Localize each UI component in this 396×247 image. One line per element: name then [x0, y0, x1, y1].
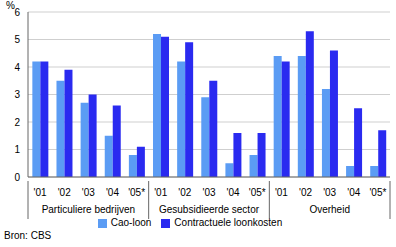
svg-text:'05*: '05*: [249, 187, 266, 198]
html-text:Bron: CBS: Bron: CBS: [4, 230, 52, 241]
svg-text:1: 1: [14, 144, 20, 155]
svg-text:2: 2: [14, 117, 20, 128]
html-text:Contractuele loonkosten: Contractuele loonkosten: [174, 217, 283, 228]
svg-text:3: 3: [14, 89, 20, 100]
svg-text:'03: '03: [202, 187, 215, 198]
svg-text:'04: '04: [227, 187, 240, 198]
svg-text:0: 0: [14, 172, 20, 183]
svg-text:5: 5: [14, 34, 20, 45]
svg-text:Gesubsidieerde sector: Gesubsidieerde sector: [159, 204, 260, 215]
svg-text:Overheid: Overheid: [309, 204, 350, 215]
svg-text:'04: '04: [347, 187, 360, 198]
svg-text:'01: '01: [275, 187, 288, 198]
html-text:Cao-loon: Cao-loon: [110, 217, 152, 228]
svg-text:'01: '01: [34, 187, 47, 198]
svg-text:Particuliere bedrijven: Particuliere bedrijven: [42, 204, 135, 215]
svg-text:'04: '04: [106, 187, 119, 198]
svg-text:'02: '02: [299, 187, 312, 198]
svg-text:'03: '03: [323, 187, 336, 198]
svg-text:'03: '03: [82, 187, 95, 198]
svg-text:'05*: '05*: [128, 187, 145, 198]
svg-text:'02: '02: [178, 187, 191, 198]
svg-text:'05*: '05*: [369, 187, 386, 198]
svg-text:6: 6: [14, 7, 20, 18]
svg-text:'02: '02: [58, 187, 71, 198]
svg-text:'01: '01: [154, 187, 167, 198]
svg-text:4: 4: [14, 62, 20, 73]
